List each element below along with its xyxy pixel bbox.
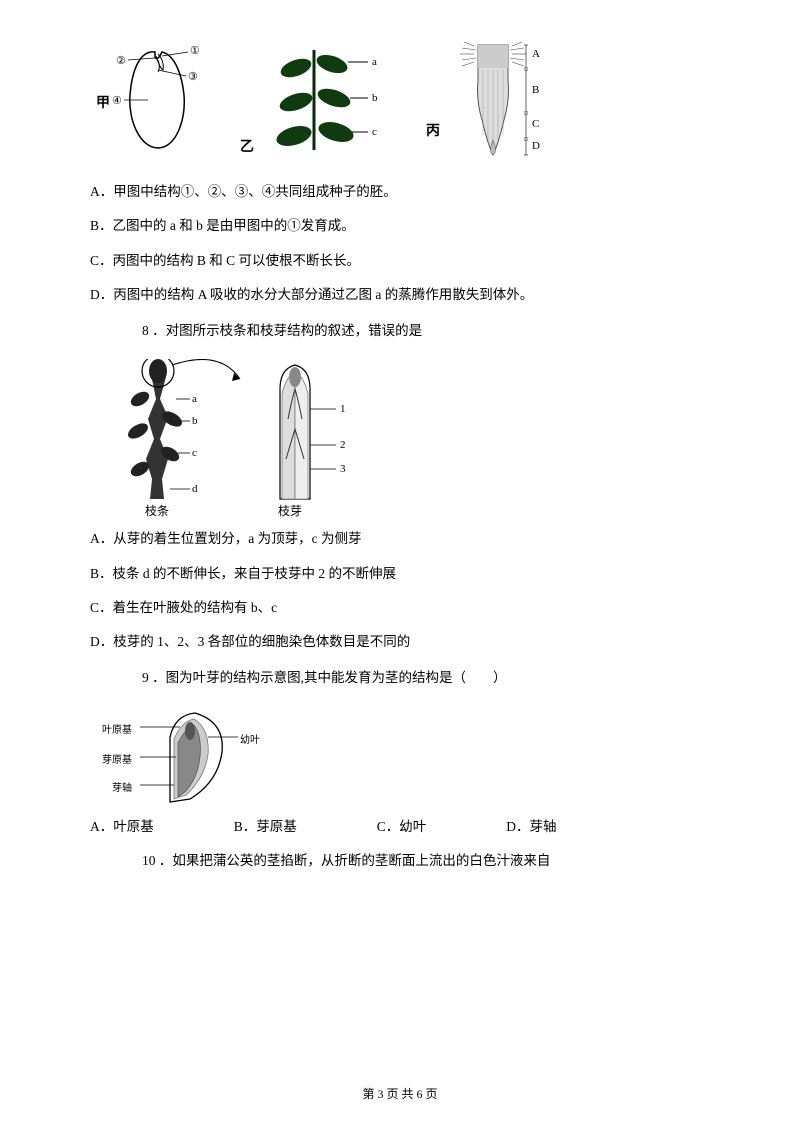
q9-options: A．叶原基 B．芽原基 C．幼叶 D．芽轴 (90, 815, 710, 835)
figure-yi: a b c 乙 (244, 40, 394, 160)
marker-D: D (532, 140, 540, 152)
q9-stem: 9 ．图为叶芽的结构示意图,其中能发育为茎的结构是（ ） (142, 668, 710, 688)
q9-option-a: A．叶原基 (90, 815, 154, 835)
figure-row-q7: ① ② ③ ④ 甲 a b c 乙 (90, 40, 710, 160)
marker-a: a (372, 56, 377, 68)
marker-A: A (532, 48, 540, 60)
q8-d: d (192, 483, 198, 495)
marker-c: c (372, 126, 377, 138)
figure-q8: 枝条 枝芽 a b c d 1 2 3 (90, 359, 370, 519)
q9-l2: 芽原基 (102, 751, 132, 766)
q8-b: b (192, 415, 198, 427)
figure-jia: ① ② ③ ④ 甲 (90, 40, 220, 160)
q9-l1: 叶原基 (102, 721, 132, 736)
marker-3: ③ (188, 70, 198, 83)
q8-1: 1 (340, 403, 346, 415)
q8-2: 2 (340, 439, 346, 451)
marker-4: ④ (112, 94, 122, 107)
label-bing: 丙 (426, 120, 440, 140)
q8-3: 3 (340, 463, 346, 475)
marker-b: b (372, 92, 378, 104)
q9-l4: 幼叶 (240, 731, 260, 746)
label-yi: 乙 (240, 136, 254, 156)
q9-l3: 芽轴 (112, 779, 132, 794)
q7-option-c: C．丙图中的结构 B 和 C 可以使根不断长长。 (90, 251, 710, 271)
page-footer: 第 3 页 共 6 页 (0, 1085, 800, 1102)
caption-zhitiao: 枝条 (145, 503, 169, 518)
q8-stem: 8 ．对图所示枝条和枝芽结构的叙述，错误的是 (142, 321, 710, 341)
q9-option-c: C．幼叶 (377, 815, 427, 835)
marker-2: ② (116, 54, 126, 67)
caption-zhiya: 枝芽 (278, 503, 302, 518)
q8-option-a: A．从芽的着生位置划分，a 为顶芽，c 为侧芽 (90, 529, 710, 549)
figure-bing: A B C D 丙 (418, 40, 568, 160)
figure-q9: 叶原基 芽原基 芽轴 幼叶 (90, 707, 280, 807)
q8-c: c (192, 447, 197, 459)
q9-option-b: B．芽原基 (234, 815, 297, 835)
q8-option-c: C．着生在叶腋处的结构有 b、c (90, 598, 710, 618)
label-jia: 甲 (96, 92, 110, 112)
q8-option-d: D．枝芽的 1、2、3 各部位的细胞染色体数目是不同的 (90, 632, 710, 652)
q10-stem: 10 ．如果把蒲公英的茎掐断，从折断的茎断面上流出的白色汁液来自 (142, 851, 710, 871)
q7-option-b: B．乙图中的 a 和 b 是由甲图中的①发育成。 (90, 216, 710, 236)
marker-1: ① (190, 44, 200, 57)
q7-option-a: A．甲图中结构①、②、③、④共同组成种子的胚。 (90, 182, 710, 202)
marker-C: C (532, 118, 539, 130)
q8-option-b: B．枝条 d 的不断伸长，来自于枝芽中 2 的不断伸展 (90, 564, 710, 584)
q8-a: a (192, 393, 197, 405)
marker-B: B (532, 84, 539, 96)
q7-option-d: D．丙图中的结构 A 吸收的水分大部分通过乙图 a 的蒸腾作用散失到体外。 (90, 285, 710, 305)
q9-option-d: D．芽轴 (506, 815, 556, 835)
